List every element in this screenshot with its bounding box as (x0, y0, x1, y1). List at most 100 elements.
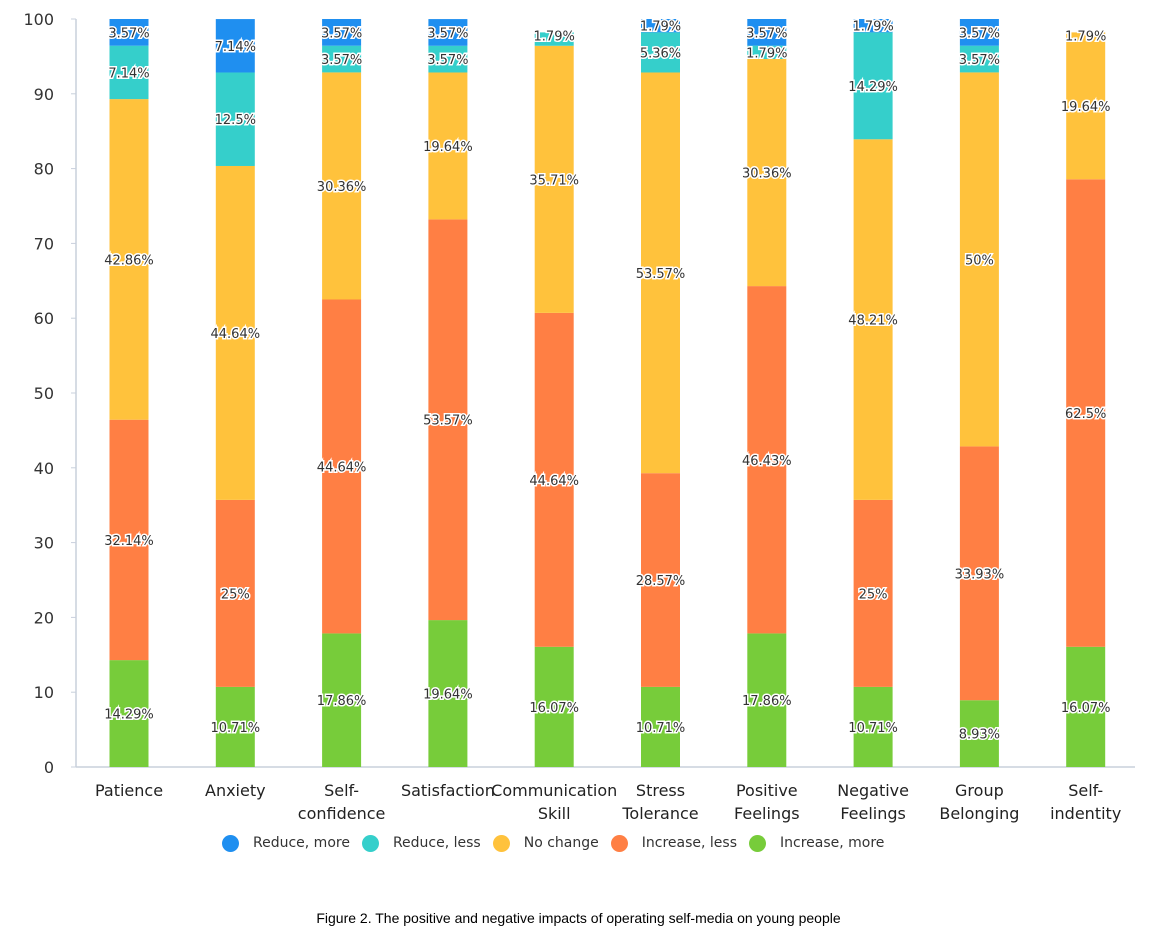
bar-segment[interactable] (322, 19, 362, 46)
data-label: 19.64% (423, 140, 473, 155)
data-label: 3.57% (427, 53, 468, 68)
bar-segment[interactable] (215, 499, 255, 687)
data-label: 35.71% (529, 173, 579, 188)
data-label: 42.86% (104, 253, 154, 268)
bar-segment[interactable] (853, 686, 893, 767)
data-label: 19.64% (423, 688, 473, 703)
bar-segment[interactable] (428, 620, 468, 767)
bar-segment[interactable] (1066, 179, 1106, 647)
bar-segment[interactable] (109, 660, 149, 767)
data-label: 3.57% (959, 53, 1000, 68)
category-label: Self- (324, 781, 359, 800)
bar-segment[interactable] (641, 72, 680, 474)
data-label: 44.64% (211, 327, 261, 342)
data-label: 46.43% (742, 454, 792, 469)
y-tick-label: 90 (34, 85, 54, 104)
stacked-bar-chart: 0 10 20 30 40 50 60 70 80 90 100 14.29% 32.14% 42.86… (23, 10, 1135, 823)
legend-swatch-no-change (492, 834, 510, 852)
chart-legend: Reduce, more Reduce, less No change Incr… (222, 830, 896, 856)
bar-segment[interactable] (428, 19, 468, 46)
bar-layer (109, 19, 1106, 767)
y-tick-label: 40 (34, 459, 54, 478)
bar-segment[interactable] (747, 286, 787, 634)
bar-segment[interactable] (322, 299, 362, 634)
data-label: 30.36% (742, 167, 792, 182)
bar-segment[interactable] (959, 446, 999, 701)
bar-segment[interactable] (215, 686, 255, 767)
data-label: 3.57% (746, 26, 787, 41)
bar-segment[interactable] (215, 165, 255, 500)
bar-segment[interactable] (322, 45, 362, 73)
data-label: 33.93% (955, 567, 1005, 582)
bar-segment[interactable] (1066, 32, 1106, 180)
bar-segment[interactable] (853, 19, 893, 33)
bar-segment[interactable] (428, 72, 468, 220)
data-label: 44.64% (529, 474, 579, 489)
bar-segment[interactable] (747, 633, 787, 767)
data-label: 50% (965, 253, 994, 268)
bar-segment[interactable] (959, 19, 999, 46)
data-label: 62.5% (1065, 407, 1106, 422)
legend-item-reduce-less[interactable]: Reduce, less (361, 834, 481, 852)
category-label: Satisfaction (401, 781, 495, 800)
y-tick-label: 20 (34, 608, 54, 627)
bar-segment[interactable] (534, 32, 574, 46)
bar-segment[interactable] (109, 99, 149, 420)
data-label: 12.5% (215, 113, 256, 128)
data-label: 16.07% (529, 701, 579, 716)
figure-caption: Figure 2. The positive and negative impa… (316, 910, 841, 926)
data-label: 1.79% (1065, 29, 1106, 44)
bar-segment[interactable] (428, 45, 468, 73)
data-label: 10.71% (848, 721, 898, 736)
category-label: Skill (538, 804, 571, 823)
bar-segment[interactable] (853, 32, 893, 140)
data-label: 3.57% (959, 26, 1000, 41)
bar-segment[interactable] (109, 419, 149, 661)
bar-segment[interactable] (641, 32, 680, 73)
bar-segment[interactable] (534, 646, 574, 767)
bar-segment[interactable] (322, 72, 362, 300)
bar-segment[interactable] (853, 499, 893, 687)
legend-swatch-reduce-less (361, 834, 379, 852)
bar-segment[interactable] (215, 72, 255, 166)
legend-item-increase-more[interactable]: Increase, more (749, 834, 884, 852)
bar-segment[interactable] (641, 686, 680, 767)
y-tick-label: 0 (44, 758, 54, 777)
bar-segment[interactable] (747, 59, 787, 287)
bar-segment[interactable] (534, 45, 574, 313)
data-label: 25% (859, 587, 888, 602)
data-label: 3.57% (427, 26, 468, 41)
bar-segment[interactable] (215, 19, 255, 73)
bar-segment[interactable] (641, 473, 680, 687)
bar-segment[interactable] (959, 72, 999, 447)
label-layer: 14.29% 32.14% 42.86% 7.14% 3.57% 10.71% 25% 44.… (103, 18, 1112, 744)
bar-segment[interactable] (109, 19, 149, 46)
bar-segment[interactable] (534, 312, 574, 647)
bar-segment[interactable] (853, 139, 893, 500)
data-label: 19.64% (1061, 100, 1111, 115)
category-label: Positive (736, 781, 798, 800)
data-label: 14.29% (104, 708, 154, 723)
bar-segment[interactable] (641, 19, 680, 33)
legend-item-increase-less[interactable]: Increase, less (610, 834, 737, 852)
data-label: 5.36% (640, 46, 681, 61)
bar-segment[interactable] (1066, 646, 1106, 767)
bar-segment[interactable] (747, 45, 787, 60)
bar-segment[interactable] (109, 45, 149, 100)
data-label: 53.57% (636, 267, 686, 282)
bar-segment[interactable] (959, 45, 999, 73)
bar-segment[interactable] (959, 700, 999, 767)
data-label: 53.57% (423, 414, 473, 429)
bar-segment[interactable] (747, 19, 787, 46)
data-label: 32.14% (104, 534, 154, 549)
data-label: 8.93% (959, 728, 1000, 743)
y-tick-label: 100 (23, 10, 54, 29)
y-tick-label: 50 (34, 384, 54, 403)
legend-item-no-change[interactable]: No change (492, 834, 599, 852)
data-label: 17.86% (317, 694, 367, 709)
legend-item-reduce-more[interactable]: Reduce, more (222, 834, 350, 852)
data-label: 1.79% (534, 29, 575, 44)
legend-label: Reduce, less (392, 835, 481, 851)
bar-segment[interactable] (428, 219, 468, 621)
bar-segment[interactable] (322, 633, 362, 767)
